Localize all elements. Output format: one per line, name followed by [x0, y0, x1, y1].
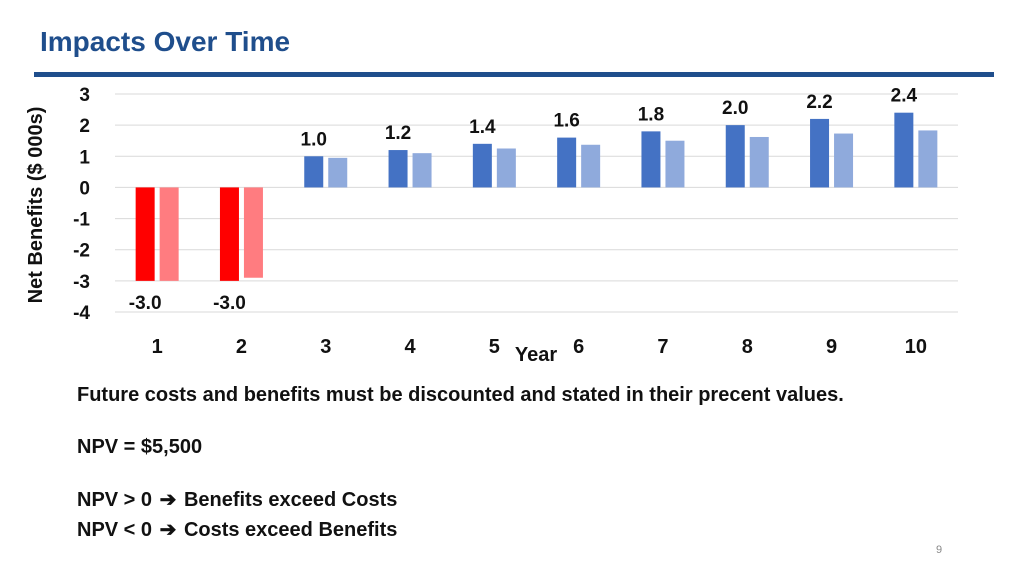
discount-note: Future costs and benefits must be discou… — [77, 384, 844, 406]
bar-discounted-year-3 — [328, 157, 348, 188]
npv-rule-condition: NPV < 0 — [77, 519, 153, 541]
y-axis-ticks: 3 2 1 0 -1 -2 -3 -4 — [73, 85, 90, 324]
bar-nominal-year-7 — [641, 131, 661, 188]
bar-nominal-year-3 — [304, 156, 324, 188]
bar-nominal-year-2 — [219, 187, 239, 281]
data-label: -3.0 — [213, 293, 246, 314]
x-tick-label: 9 — [826, 336, 837, 358]
right-arrow-icon: ➔ — [159, 519, 177, 541]
bar-nominal-year-10 — [894, 112, 914, 188]
npv-rule-negative: NPV < 0 ➔ Costs exceed Benefits — [77, 517, 397, 542]
data-label: 1.2 — [385, 123, 411, 144]
bar-nominal-year-9 — [810, 118, 830, 188]
bar-discounted-year-8 — [749, 136, 769, 188]
npv-rule-positive: NPV > 0 ➔ Benefits exceed Costs — [77, 487, 397, 512]
data-label: 2.4 — [891, 86, 918, 107]
y-tick-label: -2 — [73, 241, 90, 262]
slide-title: Impacts Over Time — [40, 26, 291, 57]
x-tick-label: 2 — [236, 336, 247, 358]
data-label: 1.8 — [638, 104, 664, 125]
bar-discounted-year-9 — [834, 133, 854, 188]
npv-rule-result: Costs exceed Benefits — [183, 519, 398, 541]
x-axis-title: Year — [515, 344, 557, 366]
y-tick-label: -3 — [73, 272, 90, 293]
bar-nominal-year-8 — [725, 125, 745, 188]
data-labels: -3.0 -3.0 1.0 1.2 1.4 1.6 1.8 2.0 2.2 2.4 — [129, 86, 918, 314]
right-arrow-icon: ➔ — [159, 489, 177, 511]
page-number: 9 — [936, 544, 943, 556]
x-tick-label: 4 — [404, 336, 416, 358]
bar-discounted-year-1 — [159, 187, 179, 281]
bars — [135, 112, 938, 281]
data-label: 1.6 — [553, 111, 579, 132]
x-tick-label: 7 — [657, 336, 668, 358]
x-axis-ticks: 1 2 3 4 5 6 7 8 9 10 — [152, 336, 927, 358]
x-tick-label: 10 — [905, 336, 927, 358]
data-label: -3.0 — [129, 293, 162, 314]
title-divider — [34, 72, 994, 77]
y-tick-label: 3 — [79, 85, 90, 106]
npv-rule-result: Benefits exceed Costs — [183, 489, 398, 511]
y-tick-label: 2 — [79, 116, 90, 137]
data-label: 1.4 — [469, 117, 496, 138]
y-axis-title: Net Benefits ($ 000s) — [25, 107, 47, 304]
y-tick-label: -1 — [73, 210, 90, 231]
x-tick-label: 5 — [489, 336, 500, 358]
data-label: 2.2 — [806, 92, 832, 113]
bar-discounted-year-5 — [496, 148, 516, 188]
bar-discounted-year-7 — [665, 140, 685, 188]
x-tick-label: 8 — [742, 336, 753, 358]
bar-discounted-year-2 — [243, 187, 263, 278]
bar-nominal-year-1 — [135, 187, 155, 281]
bar-nominal-year-4 — [388, 150, 408, 188]
bar-discounted-year-4 — [412, 153, 432, 188]
x-tick-label: 6 — [573, 336, 584, 358]
npv-value: NPV = $5,500 — [77, 436, 203, 458]
data-label: 1.0 — [301, 129, 327, 150]
gridlines — [115, 93, 958, 313]
x-tick-label: 3 — [320, 336, 331, 358]
y-tick-label: 0 — [79, 178, 90, 199]
bar-discounted-year-10 — [918, 130, 938, 188]
y-tick-label: -4 — [73, 303, 90, 324]
npv-rule-condition: NPV > 0 — [77, 489, 153, 511]
data-label: 2.0 — [722, 98, 748, 119]
x-tick-label: 1 — [152, 336, 163, 358]
bar-nominal-year-6 — [557, 137, 577, 188]
bar-nominal-year-5 — [472, 143, 492, 188]
bar-discounted-year-6 — [581, 144, 601, 188]
y-tick-label: 1 — [79, 147, 90, 168]
